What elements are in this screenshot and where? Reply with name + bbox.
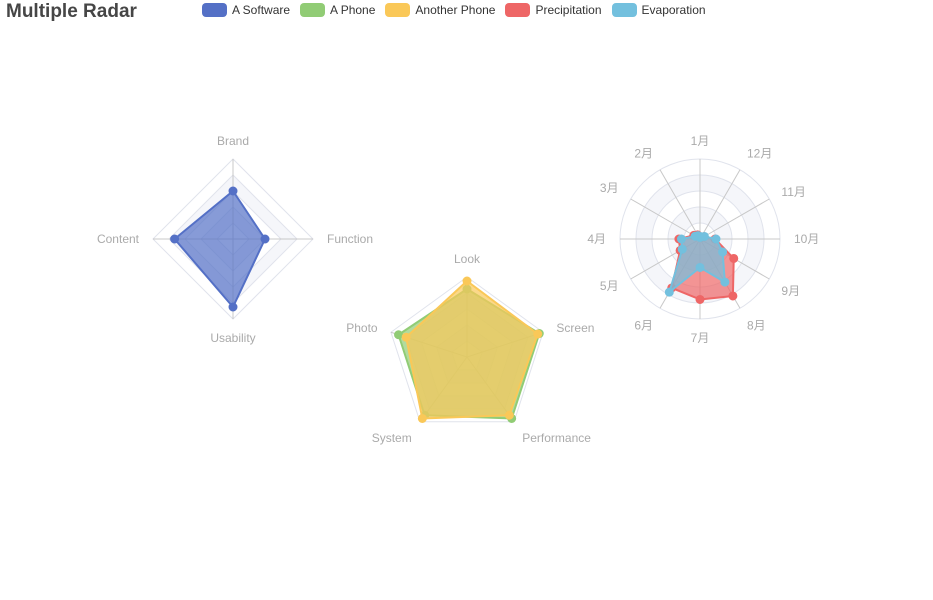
axis-label-12-11: 12月	[747, 147, 772, 161]
legend: A Software A Phone Another Phone Precipi…	[202, 3, 706, 17]
data-point-a-software-2[interactable]	[228, 302, 238, 312]
data-point-precipitation-7[interactable]	[728, 291, 738, 301]
axis-label-6-5: 6月	[634, 318, 653, 332]
axis-label-7-6: 7月	[691, 331, 710, 345]
data-point-another-phone-4[interactable]	[533, 329, 543, 339]
data-point-precipitation-6[interactable]	[695, 294, 705, 304]
data-point-a-phone-1[interactable]	[394, 330, 404, 340]
radar-axis-line	[659, 169, 701, 240]
data-point-another-phone-0[interactable]	[462, 276, 472, 286]
radar-chart-software: Brand Content Usability Function	[97, 134, 373, 345]
data-point-precipitation-8[interactable]	[729, 253, 739, 263]
radar-axis-line	[699, 198, 770, 240]
axis-label-4-3: 4月	[587, 232, 606, 246]
legend-label: Precipitation	[535, 3, 602, 17]
data-point-a-software-1[interactable]	[170, 234, 180, 244]
axis-label-function-3: Function	[327, 232, 373, 246]
radar-axis-line	[630, 198, 701, 240]
axis-label-9-8: 9月	[781, 284, 800, 298]
axis-label-3-2: 3月	[600, 181, 619, 195]
legend-label: A Software	[232, 3, 291, 17]
radar-axis-line	[699, 169, 741, 240]
data-point-evaporation-5[interactable]	[664, 287, 674, 297]
data-point-a-software-0[interactable]	[228, 186, 238, 196]
chart-title: Multiple Radar	[6, 1, 137, 22]
data-point-evaporation-7[interactable]	[720, 277, 730, 287]
data-point-another-phone-1[interactable]	[401, 332, 411, 342]
series-area-another-phone[interactable]	[405, 280, 539, 420]
data-point-evaporation-9[interactable]	[711, 234, 721, 244]
axis-label-2-1: 2月	[634, 147, 653, 161]
axis-label-usability-2: Usability	[210, 331, 255, 345]
axis-label-photo-1: Photo	[346, 321, 378, 335]
legend-label: A Phone	[330, 3, 376, 17]
axis-label-10-9: 10月	[794, 232, 819, 246]
legend-swatch-a-software	[202, 3, 227, 17]
legend-item-a-software[interactable]: A Software	[202, 3, 290, 17]
axis-label-screen-4: Screen	[556, 321, 594, 335]
data-point-evaporation-11[interactable]	[696, 232, 706, 242]
legend-label: Another Phone	[415, 3, 496, 17]
legend-item-precipitation[interactable]: Precipitation	[505, 3, 602, 17]
legend-swatch-evaporation	[611, 3, 637, 17]
legend-item-a-phone[interactable]: A Phone	[300, 3, 375, 17]
axis-label-performance-3: Performance	[522, 431, 591, 445]
axis-label-system-2: System	[372, 431, 412, 445]
data-point-a-software-3[interactable]	[260, 234, 270, 244]
axis-label-brand-0: Brand	[217, 134, 249, 148]
legend-swatch-another-phone	[385, 3, 411, 17]
legend-swatch-a-phone	[300, 3, 326, 17]
axis-label-content-1: Content	[97, 232, 140, 246]
axis-label-11-10: 11月	[781, 185, 805, 199]
axis-label-8-7: 8月	[747, 318, 766, 332]
data-point-another-phone-3[interactable]	[504, 410, 514, 420]
data-point-evaporation-8[interactable]	[718, 247, 728, 257]
data-point-evaporation-4[interactable]	[677, 244, 687, 254]
axis-label-look-0: Look	[454, 252, 481, 266]
axis-label-5-4: 5月	[600, 279, 619, 293]
legend-swatch-precipitation	[505, 3, 531, 17]
radar-chart-phones: Look Photo System Performance Screen	[346, 252, 594, 445]
legend-label: Evaporation	[641, 3, 706, 17]
data-point-evaporation-3[interactable]	[676, 234, 686, 244]
legend-item-evaporation[interactable]: Evaporation	[611, 3, 706, 17]
radar-chart-weather: 1月 2月 3月 4月 5月 6月 7月 8月 9月 10月 11月 12月	[587, 134, 819, 345]
axis-label-1-0: 1月	[691, 134, 710, 148]
data-point-another-phone-2[interactable]	[417, 413, 427, 423]
legend-item-another-phone[interactable]: Another Phone	[385, 3, 495, 17]
data-point-evaporation-6[interactable]	[695, 262, 705, 272]
